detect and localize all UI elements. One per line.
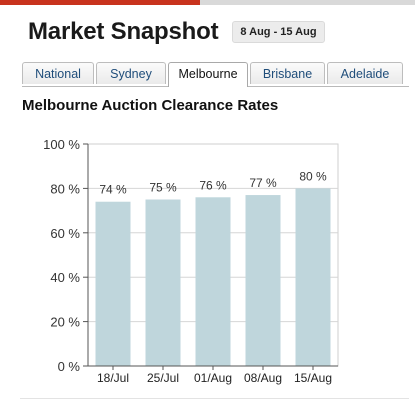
x-tick-label: 01/Aug	[194, 371, 232, 385]
bar	[295, 188, 331, 366]
tab-national[interactable]: National	[22, 62, 94, 84]
page-title: Market Snapshot	[28, 18, 219, 45]
x-tick-label: 18/Jul	[97, 371, 129, 385]
tab-sydney[interactable]: Sydney	[96, 62, 166, 84]
bar	[95, 201, 131, 366]
top-border	[0, 0, 415, 5]
top-accent-bar	[0, 0, 200, 5]
y-tick-label: 40 %	[50, 270, 80, 285]
data-label: 76 %	[199, 178, 227, 192]
x-tick-label: 25/Jul	[147, 371, 179, 385]
data-label: 80 %	[299, 169, 327, 183]
data-label: 77 %	[249, 176, 277, 190]
bar	[145, 199, 181, 366]
tab-brisbane[interactable]: Brisbane	[250, 62, 325, 84]
bar	[245, 195, 281, 366]
x-tick-label: 08/Aug	[244, 371, 282, 385]
y-tick-label: 100 %	[43, 137, 80, 152]
header: Market Snapshot 8 Aug - 15 Aug	[28, 15, 325, 49]
tab-melbourne[interactable]: Melbourne	[168, 62, 248, 87]
y-tick-label: 80 %	[50, 181, 80, 196]
bar	[195, 197, 231, 366]
y-tick-label: 20 %	[50, 315, 80, 330]
bottom-divider	[20, 398, 409, 399]
x-tick-label: 15/Aug	[294, 371, 332, 385]
clearance-rate-chart: 0 % 20 % 40 % 60 % 80 % 100 % 74 % 18/Jul 75 % 25…	[43, 137, 339, 385]
y-tick-label: 60 %	[50, 226, 80, 241]
tab-adelaide[interactable]: Adelaide	[327, 62, 403, 84]
data-label: 75 %	[149, 181, 177, 195]
chart-title: Melbourne Auction Clearance Rates	[22, 97, 279, 114]
date-range-badge: 8 Aug - 15 Aug	[232, 21, 325, 43]
city-tabs: National Sydney Melbourne Brisbane Adela…	[22, 62, 409, 87]
y-tick-label: 0 %	[58, 359, 81, 374]
data-label: 74 %	[99, 183, 127, 197]
